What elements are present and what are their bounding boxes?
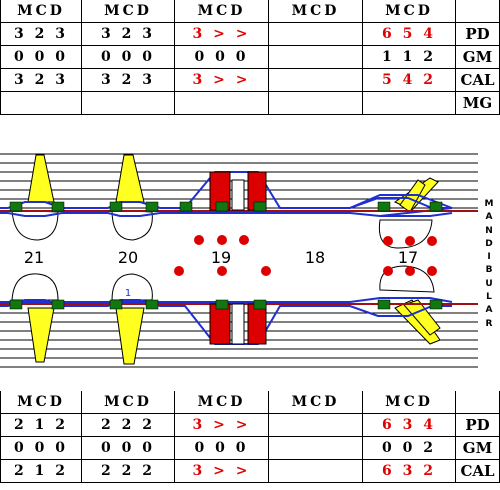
measure-cell: 5 4 2 (362, 68, 456, 92)
top-periodontal-table: MCD MCD MCD MCD MCD 3 2 3 3 2 3 3 > > 6 … (0, 0, 500, 115)
measure-cell: 3 2 3 (81, 68, 175, 92)
tooth-number: 20 (118, 248, 138, 267)
measure-cell: 3 2 3 (81, 22, 175, 46)
row-label-gm: GM (455, 45, 500, 69)
measure-cell (268, 45, 363, 69)
measure-cell: 2 1 2 (0, 413, 82, 437)
header-cell: MCD (362, 0, 456, 23)
measure-cell (0, 91, 82, 115)
measure-cell (268, 436, 363, 460)
tooth-number: 18 (305, 248, 325, 267)
header-cell: MCD (81, 0, 175, 23)
measure-cell (362, 91, 456, 115)
annotation-mark: 1 (125, 288, 131, 299)
tooth-number: 17 (398, 248, 418, 267)
row-label-cal: CAL (455, 459, 500, 483)
measure-cell: 6 3 2 (362, 459, 456, 483)
measure-cell: 0 0 0 (81, 436, 175, 460)
header-cell: MCD (81, 391, 175, 414)
lower-roots (27, 299, 441, 365)
header-blank (455, 0, 500, 23)
lower-crowns (11, 265, 435, 301)
measure-cell: 1 1 2 (362, 45, 456, 69)
measure-cell (81, 91, 175, 115)
top-row-cal: 3 2 3 3 2 3 3 > > 5 4 2 CAL (0, 68, 500, 92)
measure-cell: 0 0 0 (174, 436, 269, 460)
top-header-row: MCD MCD MCD MCD MCD (0, 0, 500, 23)
header-cell: MCD (0, 0, 82, 23)
measure-cell: 2 1 2 (0, 459, 82, 483)
measure-cell: 2 2 2 (81, 413, 175, 437)
measure-cell (268, 459, 363, 483)
header-cell: MCD (268, 0, 363, 23)
measure-cell: 2 2 2 (81, 459, 175, 483)
tooth-19-markers (209, 171, 267, 345)
measure-cell: 0 0 0 (81, 45, 175, 69)
bleeding-dots (174, 235, 437, 276)
measure-cell: 3 > > (174, 22, 269, 46)
header-cell: MCD (362, 391, 456, 414)
row-label-pd: PD (455, 413, 500, 437)
top-row-mg: MG (0, 91, 500, 115)
measure-cell: 0 0 0 (0, 45, 82, 69)
measure-cell: 3 > > (174, 459, 269, 483)
measure-cell: 3 > > (174, 68, 269, 92)
bottom-row-pd: 2 1 2 2 2 2 3 > > 6 3 4 PD (0, 413, 500, 437)
tooth-chart: 21 20 19 18 17 1 (0, 153, 478, 368)
measure-cell: 0 0 0 (0, 436, 82, 460)
tooth-number: 19 (211, 248, 231, 267)
header-cell: MCD (174, 391, 269, 414)
row-label-cal: CAL (455, 68, 500, 92)
measure-cell: 3 2 3 (0, 22, 82, 46)
measure-cell (174, 91, 269, 115)
measure-cell: 6 3 4 (362, 413, 456, 437)
top-row-gm: 0 0 0 0 0 0 0 0 0 1 1 2 GM (0, 45, 500, 69)
measure-cell: 3 > > (174, 413, 269, 437)
header-cell: MCD (174, 0, 269, 23)
top-row-pd: 3 2 3 3 2 3 3 > > 6 5 4 PD (0, 22, 500, 46)
tooth-numbers: 21 20 19 18 17 (24, 248, 418, 267)
measure-cell: 0 0 2 (362, 436, 456, 460)
measure-cell: 6 5 4 (362, 22, 456, 46)
header-cell: MCD (268, 391, 363, 414)
bottom-row-cal: 2 1 2 2 2 2 3 > > 6 3 2 CAL (0, 459, 500, 483)
measure-cell (268, 91, 363, 115)
plaque-markers (9, 201, 443, 310)
tooth-number: 21 (24, 248, 44, 267)
measure-cell (268, 68, 363, 92)
measure-cell: 3 2 3 (0, 68, 82, 92)
row-label-gm: GM (455, 436, 500, 460)
measure-cell: 0 0 0 (174, 45, 269, 69)
bottom-row-gm: 0 0 0 0 0 0 0 0 0 0 0 2 GM (0, 436, 500, 460)
row-label-mg: MG (455, 91, 500, 115)
row-label-pd: PD (455, 22, 500, 46)
header-cell: MCD (0, 391, 82, 414)
header-blank (455, 391, 500, 414)
bottom-header-row: MCD MCD MCD MCD MCD (0, 391, 500, 414)
measure-cell (268, 22, 363, 46)
bottom-periodontal-table: MCD MCD MCD MCD MCD 2 1 2 2 2 2 3 > > 6 … (0, 391, 500, 483)
measure-cell (268, 413, 363, 437)
upper-crowns (11, 209, 433, 249)
